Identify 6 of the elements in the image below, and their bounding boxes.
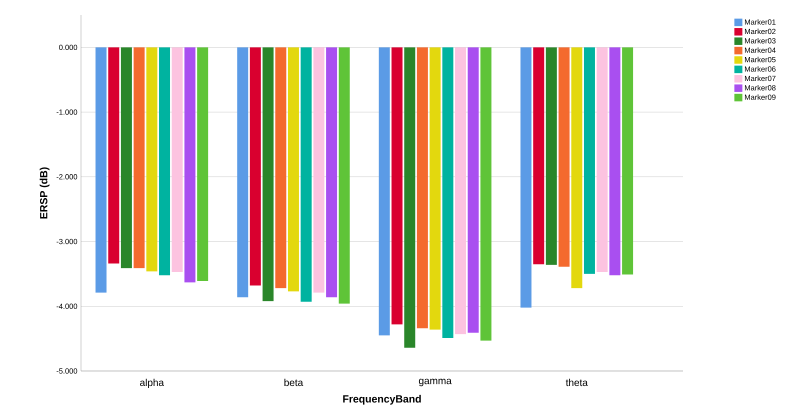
x-tick-label: gamma — [418, 378, 452, 386]
x-tick-label: alpha — [140, 378, 164, 388]
x-tick-label: beta — [284, 378, 304, 386]
x-tick-label: theta — [566, 378, 588, 386]
x-axis-title: FrequencyBand — [343, 394, 421, 405]
y-axis-title: ERSP (dB) — [40, 167, 50, 218]
